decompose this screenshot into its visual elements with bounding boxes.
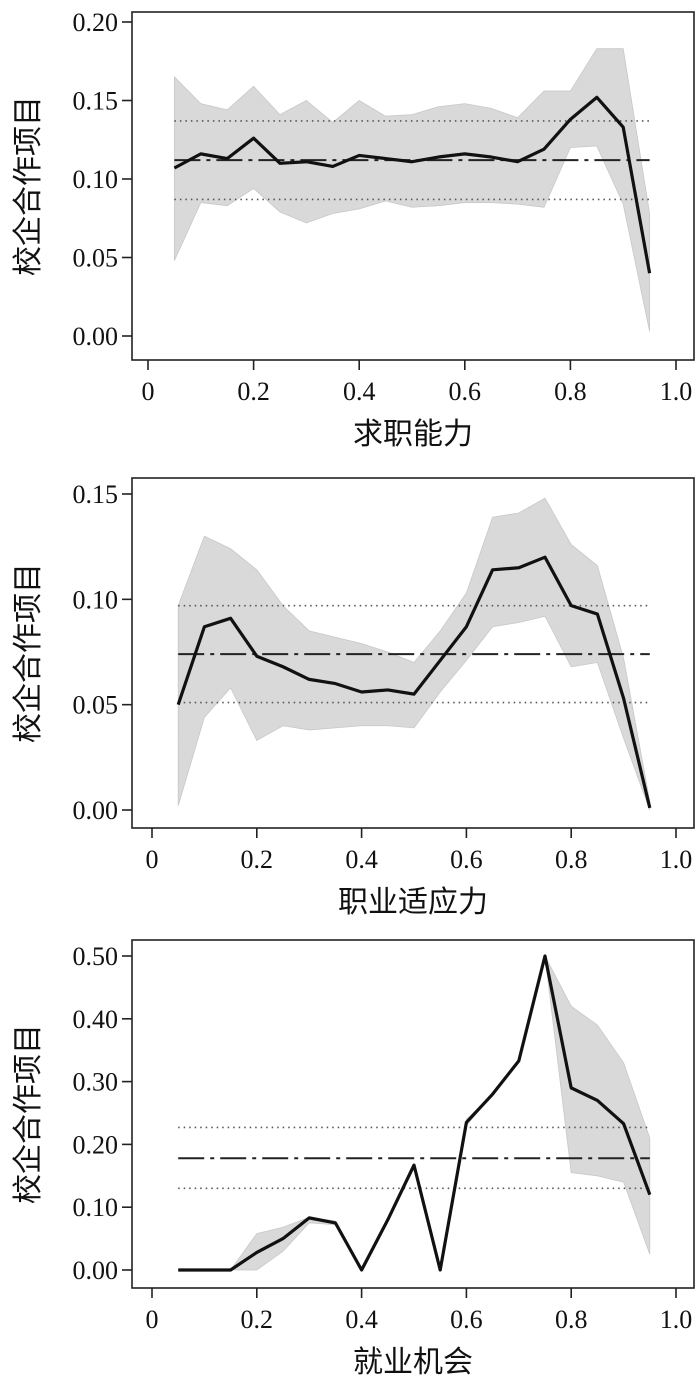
x-tick-label: 0.4 [345,845,378,874]
y-tick-label: 0.05 [73,691,119,720]
x-axis-label: 职业适应力 [338,885,488,920]
x-tick-label: 0.4 [343,377,376,406]
y-tick-label: 0.10 [73,165,119,194]
x-tick-label: 0 [142,377,155,406]
chart-svg-3: 0 0.2 0.4 0.6 0.8 1.0 0.00 0.10 0.20 0.30 0.40 0.50… [11,939,695,1380]
y-tick-label: 0.30 [73,1068,119,1097]
confidence-band [173,48,650,332]
x-tick-label: 0.8 [555,845,588,874]
chart-panel-2: 0 0.2 0.4 0.6 0.8 1.0 0.00 0.05 0.10 0.15 职业适应力 校企合… [0,462,700,924]
series-line [178,954,652,1272]
y-axis-label: 校企合作项目 [11,563,46,743]
x-axis-label: 就业机会 [353,1345,473,1380]
y-tick-label: 0.00 [73,796,119,825]
x-tick-label: 0 [146,845,159,874]
y-tick-label: 0.10 [73,585,119,614]
plot-frame [131,11,695,361]
x-tick-label: 1.0 [660,1305,693,1334]
series-line [173,95,652,274]
x-tick-label: 1.0 [660,845,693,874]
x-tick-label: 0.6 [450,845,483,874]
y-tick-label: 0.40 [73,1005,119,1034]
x-tick-label: 0.2 [241,845,274,874]
confidence-band [177,497,651,811]
plot-frame [131,939,695,1289]
x-tick-label: 0.8 [554,377,587,406]
chart-svg-2: 0 0.2 0.4 0.6 0.8 1.0 0.00 0.05 0.10 0.15 职业适应力 校企合… [11,477,695,920]
series-line [176,555,652,809]
y-axis-label: 校企合作项目 [11,96,46,276]
y-tick-label: 0.00 [73,322,119,351]
x-tick-label: 0.2 [241,1305,274,1334]
y-tick-label: 0.15 [73,87,119,116]
confidence-band [178,954,651,1271]
y-tick-label: 0.15 [73,480,119,509]
y-tick-label: 0.20 [73,8,119,37]
chart-svg-1: 0 0.2 0.4 0.6 0.8 1.0 0.00 0.05 0.10 0.15 0.20 求职能力… [11,8,695,452]
x-tick-label: 0 [146,1305,159,1334]
x-tick-label: 0.2 [237,377,270,406]
y-tick-label: 0.05 [73,244,119,273]
chart-panel-3: 0 0.2 0.4 0.6 0.8 1.0 0.00 0.10 0.20 0.30 0.40 0.50… [0,924,700,1386]
x-tick-label: 0.8 [555,1305,588,1334]
chart-panel-1: 0 0.2 0.4 0.6 0.8 1.0 0.00 0.05 0.10 0.15 0.20 求职能力… [0,0,700,462]
y-tick-label: 0.20 [73,1130,119,1159]
x-axis-label: 求职能力 [353,417,473,452]
plot-frame [131,477,695,829]
x-tick-label: 0.4 [345,1305,378,1334]
y-tick-label: 0.50 [73,942,119,971]
y-tick-label: 0.10 [73,1193,119,1222]
y-axis-label: 校企合作项目 [11,1024,46,1204]
y-tick-label: 0.00 [73,1256,119,1285]
x-tick-label: 0.6 [450,1305,483,1334]
x-tick-label: 0.6 [449,377,482,406]
x-tick-label: 1.0 [660,377,693,406]
